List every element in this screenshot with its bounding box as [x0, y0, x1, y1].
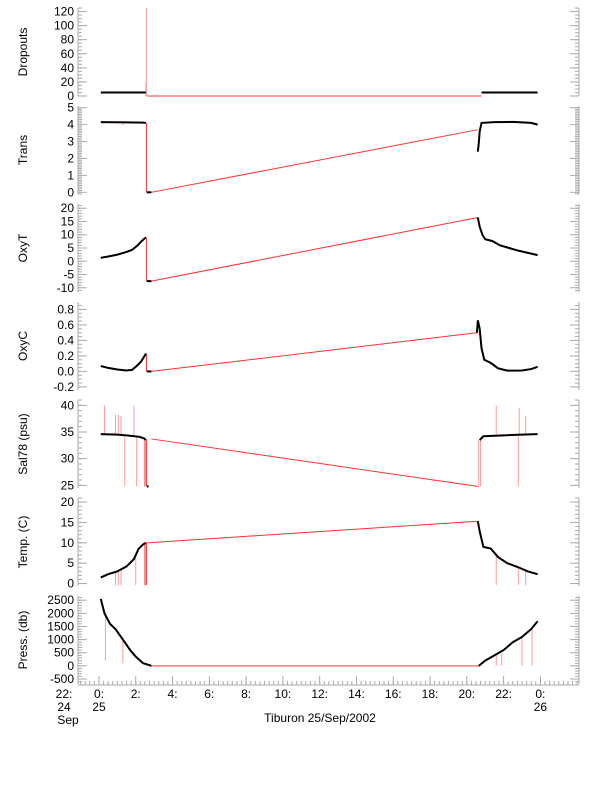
x-tick-label: 12: — [311, 687, 328, 701]
y-tick-label: 10 — [61, 228, 75, 242]
y-tick-label: 120 — [54, 5, 74, 19]
y-tick-label: 5 — [67, 556, 74, 570]
interpolated-line — [146, 520, 478, 544]
y-tick-label: 15 — [61, 515, 75, 529]
x-tick-day: 25 — [92, 700, 106, 714]
x-tick-label: 8: — [241, 687, 251, 701]
y-axis-title: Temp. (C) — [16, 516, 30, 569]
y-tick-label: 60 — [61, 47, 75, 61]
y-tick-label: 0.6 — [57, 318, 74, 332]
y-tick-label: 20 — [61, 75, 75, 89]
x-tick-label: 22: — [495, 687, 512, 701]
y-axis-title: Trans — [16, 135, 30, 165]
y-axis-title: Press. (db) — [16, 611, 30, 670]
y-tick-label: 5 — [67, 101, 74, 115]
y-tick-label: 20 — [61, 495, 75, 509]
y-tick-label: -500 — [50, 672, 74, 686]
x-tick-month: Sep — [57, 713, 79, 727]
panel-sal78: 25 30 35 40 Sal78 (psu) — [16, 398, 580, 492]
interpolated-line — [151, 217, 478, 282]
y-tick-label: 500 — [54, 646, 74, 660]
y-tick-label: 2500 — [47, 593, 74, 607]
y-tick-label: 40 — [61, 61, 75, 75]
x-tick-label: 2: — [131, 687, 141, 701]
y-tick-label: 30 — [61, 452, 75, 466]
data-line — [476, 217, 538, 257]
y-tick-label: 4 — [67, 118, 74, 132]
y-tick-label: 1000 — [47, 633, 74, 647]
panel-temp: 0 5 10 15 20 Temp. (C) — [16, 495, 580, 591]
interpolated-line — [151, 129, 478, 193]
data-line — [100, 121, 146, 124]
y-tick-label: -0.2 — [53, 380, 74, 394]
interpolated-line — [151, 438, 478, 487]
panel-trans: 0 1 2 3 4 5 Trans — [16, 101, 580, 199]
data-line — [100, 541, 147, 579]
y-tick-label: 2000 — [47, 606, 74, 620]
x-tick-label: 14: — [348, 687, 365, 701]
panels: 020406080100120Dropouts012345Trans-10-50… — [16, 5, 580, 686]
x-tick-label: 20: — [458, 687, 475, 701]
y-tick-label: 1500 — [47, 619, 74, 633]
x-tick-label: 18: — [422, 687, 439, 701]
y-tick-label: 0.4 — [57, 333, 74, 347]
data-line — [476, 120, 538, 152]
x-tick-label: 16: — [385, 687, 402, 701]
y-tick-label: -5 — [63, 268, 74, 282]
y-tick-label: 0 — [67, 89, 74, 103]
y-tick-label: 100 — [54, 19, 74, 33]
x-axis-title: Tiburon 25/Sep/2002 — [264, 711, 376, 725]
y-tick-label: 0 — [67, 185, 74, 199]
y-tick-label: 10 — [61, 536, 75, 550]
x-tick-label: 6: — [204, 687, 214, 701]
y-tick-label: 80 — [61, 33, 75, 47]
data-line — [476, 521, 538, 576]
data-line — [99, 598, 152, 667]
y-tick-label: 1 — [67, 168, 74, 182]
y-tick-label: -10 — [57, 281, 75, 295]
y-tick-label: 5 — [67, 241, 74, 255]
x-tick-label: 4: — [168, 687, 178, 701]
x-tick-day: 26 — [534, 700, 548, 714]
x-tick-label: 22: — [56, 687, 73, 701]
y-tick-label: 3 — [67, 135, 74, 149]
data-line — [478, 433, 538, 441]
y-axis-title: OxyT — [16, 233, 30, 262]
panel-oxyc: -0.2 0.00.2 0.40.6 0.8 OxyC — [16, 302, 580, 394]
y-tick-label: 40 — [61, 398, 75, 412]
x-tick-label: 10: — [275, 687, 292, 701]
data-line — [100, 236, 147, 259]
data-line — [100, 433, 147, 441]
y-tick-label: 0.8 — [57, 302, 74, 316]
y-tick-label: 2 — [67, 151, 74, 165]
x-tick-label: 0: — [94, 687, 104, 701]
y-axis-title: Dropouts — [16, 28, 30, 77]
y-tick-label: 0 — [67, 659, 74, 673]
y-tick-label: 0 — [67, 254, 74, 268]
data-line — [100, 353, 147, 372]
y-axis-title: OxyC — [16, 331, 30, 361]
data-line — [478, 620, 539, 667]
y-axis-title: Sal78 (psu) — [16, 413, 30, 474]
x-tick-day: 24 — [57, 700, 71, 714]
y-tick-label: 0 — [67, 577, 74, 591]
x-tick-label: 0: — [535, 687, 545, 701]
y-tick-label: 0.2 — [57, 349, 74, 363]
y-tick-label: 35 — [61, 425, 75, 439]
interpolated-line — [151, 332, 478, 372]
data-line — [475, 320, 538, 372]
y-tick-label: 25 — [61, 478, 75, 492]
y-tick-label: 20 — [61, 201, 75, 215]
y-tick-label: 15 — [61, 214, 75, 228]
y-tick-label: 0.0 — [57, 364, 74, 378]
